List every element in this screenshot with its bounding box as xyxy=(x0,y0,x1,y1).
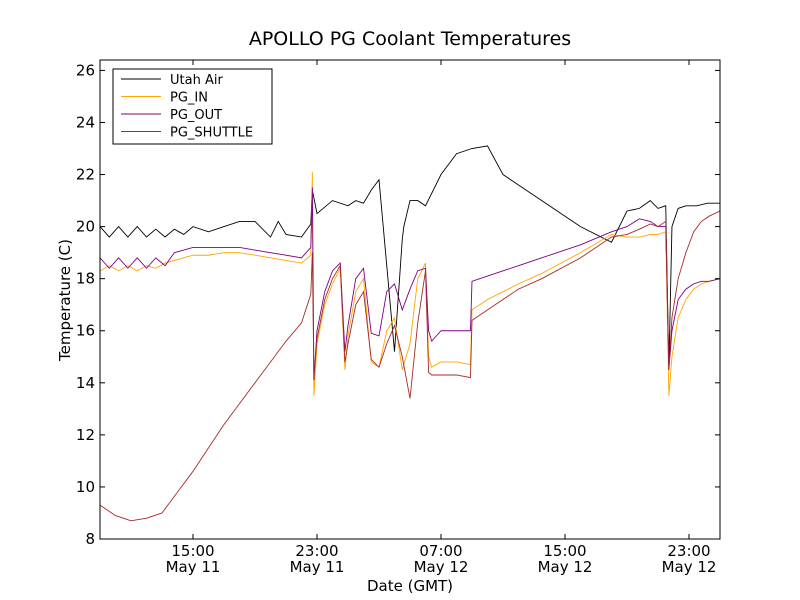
y-tick-label: 8 xyxy=(85,530,95,548)
legend-label: PG_IN xyxy=(170,91,208,106)
x-tick-label-date: May 11 xyxy=(290,558,345,576)
y-tick-label: 14 xyxy=(76,374,95,392)
legend: Utah Air PG_IN PG_OUT PG_SHUTTLE xyxy=(112,68,273,145)
x-axis-label: Date (GMT) xyxy=(367,577,453,595)
legend-label: PG_OUT xyxy=(170,108,222,123)
series-line-pg-shuttle xyxy=(99,210,721,522)
x-tick-label-time: 23:00 xyxy=(295,542,338,560)
y-tick-label: 22 xyxy=(76,166,95,184)
series-line-utah-air xyxy=(99,145,720,370)
y-tick-label: 20 xyxy=(76,218,95,236)
x-tick-label-time: 07:00 xyxy=(419,542,462,560)
y-tick-label: 10 xyxy=(76,478,95,496)
chart-title: APOLLO PG Coolant Temperatures xyxy=(249,28,571,50)
x-tick-label-time: 15:00 xyxy=(171,542,214,560)
legend-entries: Utah Air PG_IN PG_OUT PG_SHUTTLE xyxy=(121,73,253,141)
x-tick-label-date: May 12 xyxy=(662,558,717,576)
y-tick-label: 18 xyxy=(76,270,95,288)
y-tick-label: 26 xyxy=(76,61,95,79)
y-tick-label: 12 xyxy=(76,426,95,444)
legend-label: Utah Air xyxy=(170,73,223,88)
x-tick-label-date: May 11 xyxy=(166,558,221,576)
y-tick-label: 16 xyxy=(76,322,95,340)
y-axis-label: Temperature (C) xyxy=(56,239,74,362)
legend-label: PG_SHUTTLE xyxy=(170,126,253,141)
x-tick-label-time: 23:00 xyxy=(667,542,710,560)
x-tick-label-date: May 12 xyxy=(538,558,593,576)
series-layer xyxy=(99,145,721,522)
series-line-pg-out xyxy=(99,187,721,381)
x-tick-label-date: May 12 xyxy=(414,558,469,576)
y-tick-label: 24 xyxy=(76,113,95,131)
plot-frame xyxy=(99,59,721,540)
x-tick-label-time: 15:00 xyxy=(543,542,586,560)
series-line-pg-in xyxy=(99,171,721,396)
